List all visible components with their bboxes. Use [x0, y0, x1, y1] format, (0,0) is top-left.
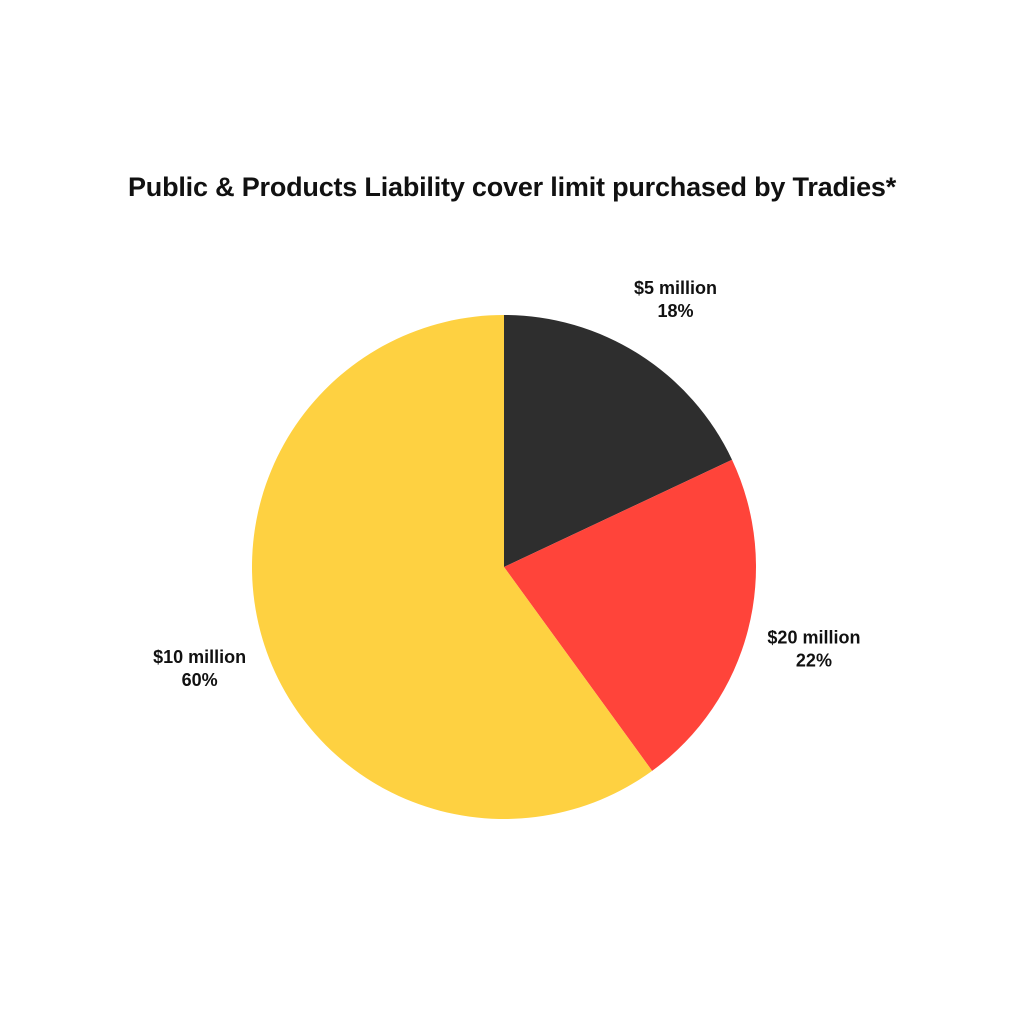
pie-slice-2 [251, 315, 653, 819]
slice-value-label-1: 22% [796, 651, 832, 671]
slice-label-0: $5 million [634, 278, 717, 298]
slice-label-1: $20 million [767, 628, 860, 648]
slice-label-2: $10 million [153, 647, 246, 667]
pie-slice-1 [504, 459, 756, 771]
pie-slice-0 [504, 315, 733, 567]
slice-value-label-2: 60% [182, 670, 218, 690]
slice-value-label-0: 18% [657, 301, 693, 321]
pie-slices [251, 315, 756, 819]
chart-title: Public & Products Liability cover limit … [127, 172, 897, 202]
pie-labels: $5 million 18% $20 million 22% $10 million 60… [153, 278, 860, 690]
